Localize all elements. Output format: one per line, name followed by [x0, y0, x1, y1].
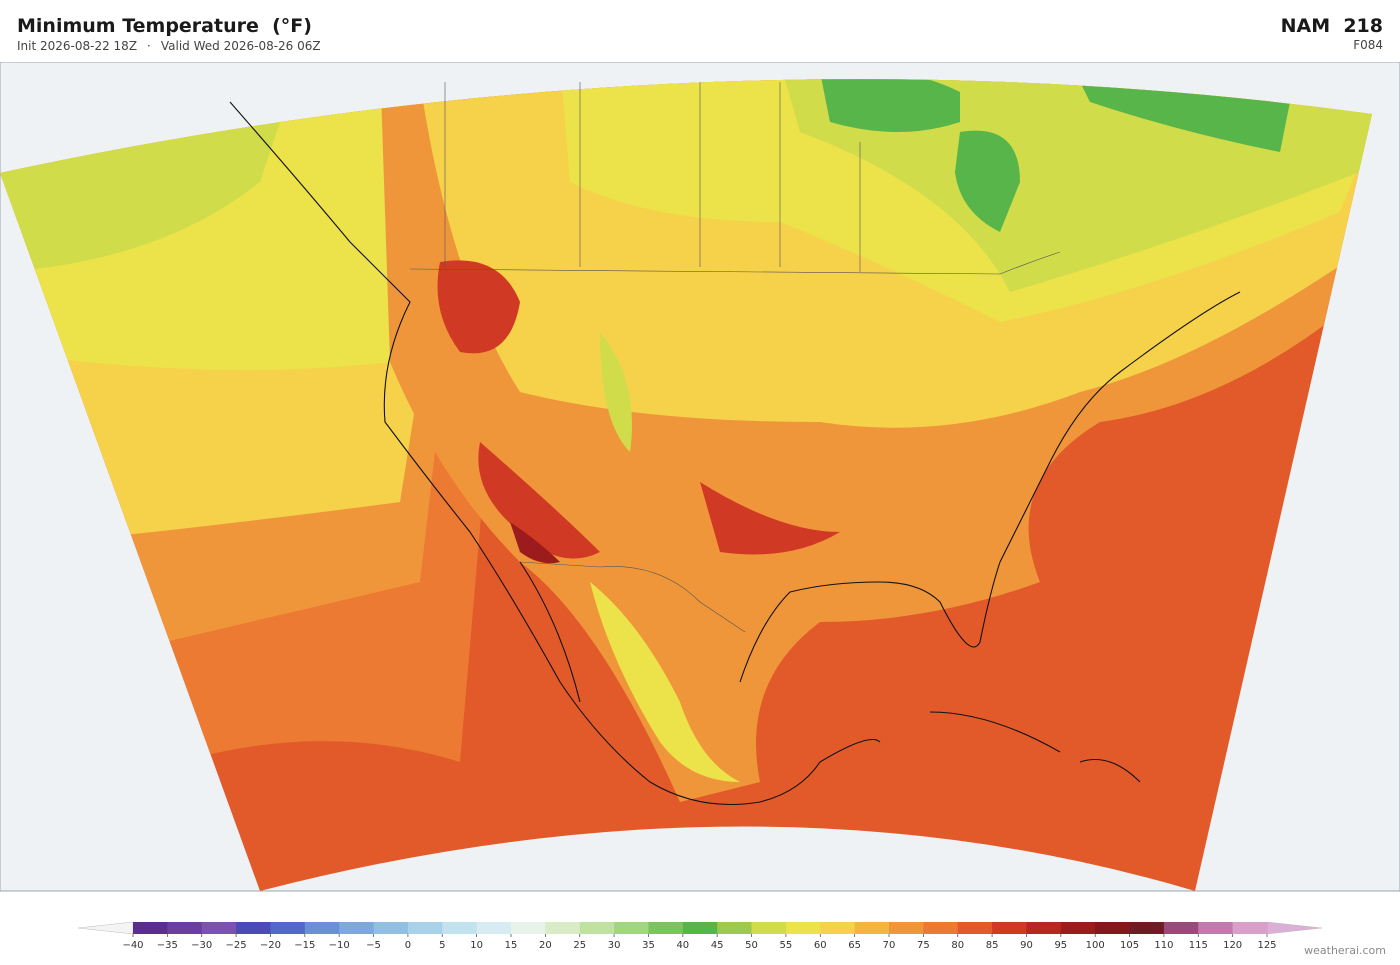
colorbar-segment — [854, 922, 890, 934]
temperature-field — [0, 79, 1372, 892]
colorbar-segment — [751, 922, 787, 934]
colorbar-tick-label: 115 — [1189, 940, 1208, 951]
colorbar-tick-label: 10 — [470, 940, 483, 951]
colorbar-tick-label: −5 — [366, 940, 381, 951]
colorbar-tick-label: −40 — [122, 940, 143, 951]
colorbar-segment — [236, 922, 271, 934]
colorbar-tick-label: −20 — [260, 940, 281, 951]
colorbar-segment — [1198, 922, 1234, 934]
colorbar-tick-label: −35 — [157, 940, 178, 951]
colorbar-segment — [1095, 922, 1131, 934]
colorbar-tick-label: 125 — [1257, 940, 1276, 951]
colorbar-segment — [820, 922, 856, 934]
colorbar-tick-label: 55 — [780, 940, 793, 951]
colorbar-segment — [167, 922, 203, 934]
colorbar-segment — [304, 922, 340, 934]
colorbar-tick-label: 40 — [676, 940, 689, 951]
separator: · — [147, 39, 151, 53]
colorbar-tick-label: 25 — [573, 940, 586, 951]
colorbar-tick-label: 5 — [439, 940, 445, 951]
colorbar-tick-label: 15 — [505, 940, 518, 951]
colorbar-segment — [442, 922, 478, 934]
colorbar-segment — [511, 922, 546, 934]
colorbar-segment — [339, 922, 375, 934]
map — [0, 62, 1400, 892]
colorbar-segment — [476, 922, 512, 934]
colorbar-segment — [133, 922, 168, 934]
model-name: NAM 218 — [1280, 15, 1383, 37]
colorbar-segment — [1026, 922, 1062, 934]
colorbar-tick-label: 50 — [745, 940, 758, 951]
subtitle: Init 2026-08-22 18Z · Valid Wed 2026-08-26… — [17, 39, 321, 53]
colorbar-segment — [923, 922, 959, 934]
coastlines — [229, 101, 1241, 806]
colorbar: −40 −35 −30 −25 −20 −15 −10 −5 0 5 10 15 20 25 30 35 40 4… — [77, 921, 1323, 951]
colorbar-tick-label: 35 — [642, 940, 655, 951]
colorbar-tick-label: 120 — [1223, 940, 1242, 951]
colorbar-tick-label: 70 — [883, 940, 896, 951]
colorbar-tick-label: 110 — [1154, 940, 1173, 951]
colorbar-tick-label: 60 — [814, 940, 827, 951]
colorbar-tick-label: −25 — [226, 940, 247, 951]
colorbar-segment — [201, 922, 237, 934]
init-time: Init 2026-08-22 18Z — [17, 39, 138, 53]
colorbar-tick-label: 65 — [848, 940, 861, 951]
colorbar-tick-label: −10 — [329, 940, 350, 951]
colorbar-tick-label: −15 — [294, 940, 315, 951]
colorbar-segment — [614, 922, 649, 934]
colorbar-segment — [1060, 922, 1096, 934]
colorbar-tick-label: 30 — [608, 940, 621, 951]
colorbar-tick-label: 90 — [1020, 940, 1033, 951]
colorbar-tick-label: 80 — [951, 940, 964, 951]
colorbar-tick-label: 45 — [711, 940, 724, 951]
colorbar-segment — [1163, 922, 1199, 934]
colorbar-segment — [1232, 922, 1268, 934]
colorbar-segment — [785, 922, 821, 934]
colorbar-segment — [682, 922, 718, 934]
colorbar-segment — [992, 922, 1027, 934]
forecast-hour: F084 — [1353, 38, 1383, 52]
colorbar-segment — [270, 922, 306, 934]
borders — [409, 82, 1061, 633]
colorbar-tick-label: −30 — [191, 940, 212, 951]
colorbar-tick-label: 100 — [1086, 940, 1105, 951]
colorbar-segment — [579, 922, 615, 934]
colorbar-segment — [957, 922, 993, 934]
colorbar-segment — [648, 922, 684, 934]
watermark: weatherai.com — [1304, 944, 1386, 957]
colorbar-segment — [545, 922, 581, 934]
colorbar-tick-label: 0 — [405, 940, 411, 951]
colorbar-tick-label: 20 — [539, 940, 552, 951]
colorbar-segment — [407, 922, 443, 934]
colorbar-segment — [889, 922, 924, 934]
colorbar-segment — [717, 922, 753, 934]
colorbar-under — [77, 921, 134, 935]
colorbar-tick-label: 105 — [1120, 940, 1139, 951]
colorbar-segment — [373, 922, 409, 934]
valid-time: Valid Wed 2026-08-26 06Z — [160, 39, 321, 53]
colorbar-tick-label: 85 — [986, 940, 999, 951]
colorbar-over — [1266, 921, 1323, 935]
colorbar-tick-label: 95 — [1054, 940, 1067, 951]
title: Minimum Temperature (°F) — [17, 15, 312, 37]
colorbar-tick-label: 75 — [917, 940, 930, 951]
colorbar-segment — [1129, 922, 1165, 934]
